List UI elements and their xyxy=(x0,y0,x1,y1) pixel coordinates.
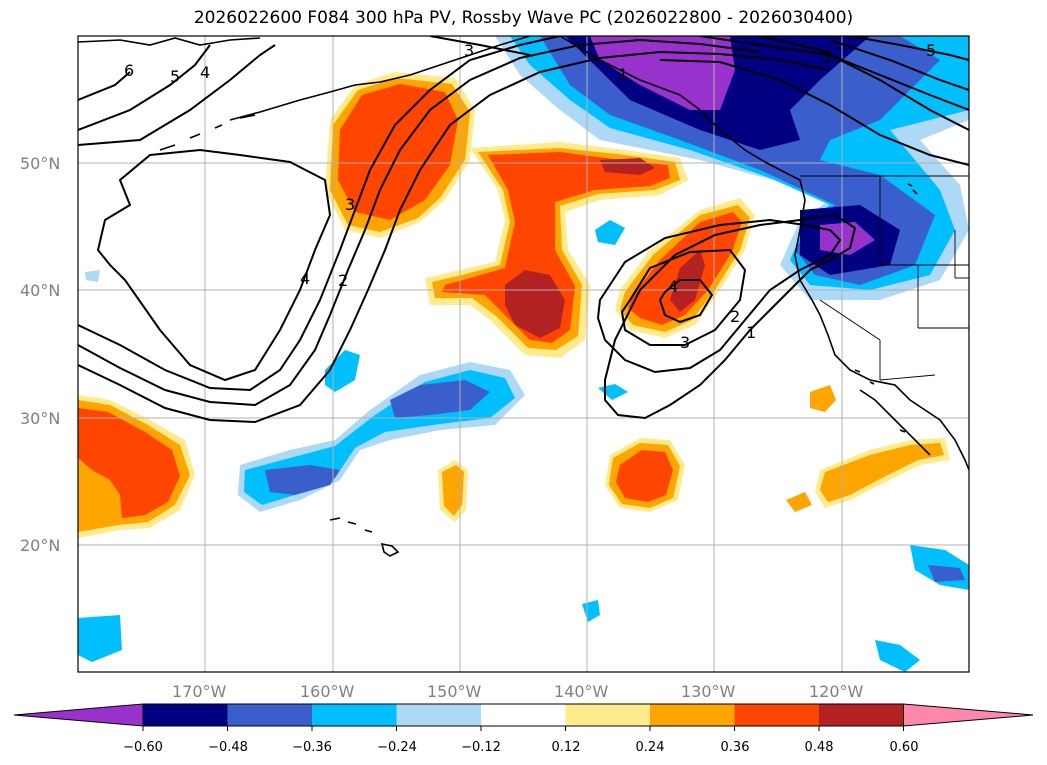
colorbar-tick-label: −0.12 xyxy=(461,740,501,755)
colorbar-tick-label: −0.24 xyxy=(377,740,417,755)
longitude-axis: 170°W 160°W 150°W 140°W 130°W 120°W xyxy=(172,682,864,701)
positive-anomaly-south-2b xyxy=(442,465,464,516)
colorbar-tick-label: −0.48 xyxy=(208,740,248,755)
pv-contours xyxy=(78,36,969,424)
colorbar-bin xyxy=(565,704,651,726)
negative-anomaly-small-4 xyxy=(582,600,600,622)
coastlines xyxy=(78,36,969,557)
contour-loop-east-2 xyxy=(596,218,842,374)
colorbar-bin xyxy=(396,704,482,726)
contour-label: 1 xyxy=(618,65,628,84)
contour-label: 4 xyxy=(300,269,310,288)
map-area: 6 5 4 3 1 5 3 3 4 2 4 3 2 1 xyxy=(78,36,969,672)
colorbar-extend-min xyxy=(13,703,144,727)
negative-anomaly-se xyxy=(875,640,920,672)
contour-1-west xyxy=(78,50,831,424)
contour-right-3 xyxy=(759,36,969,131)
alaska-coast xyxy=(78,36,531,121)
longitude-label: 160°W xyxy=(300,682,355,701)
contour-loop-east-3 xyxy=(620,248,747,346)
contour-loop-east-1 xyxy=(604,213,857,420)
colorbar-tick-label: 0.60 xyxy=(890,740,919,755)
negative-anomaly-small-1 xyxy=(325,350,360,392)
positive-anomaly-central-4 xyxy=(505,158,655,338)
colorbar-tick-label: 0.36 xyxy=(721,740,750,755)
negative-anomaly-small-5 xyxy=(85,270,100,282)
contour-label: 2 xyxy=(338,271,348,290)
latitude-label: 30°N xyxy=(20,409,60,428)
colorbar-bin xyxy=(227,704,313,726)
contour-label-group: 6 5 4 3 1 5 3 3 4 2 4 3 2 1 xyxy=(124,41,936,352)
contour-label: 6 xyxy=(124,61,134,80)
positive-anomaly-central-3 xyxy=(442,152,670,343)
negative-anomaly-sw-2 xyxy=(928,565,965,582)
positive-anomaly-west-coast-3 xyxy=(78,408,180,518)
positive-anomaly-south-3b xyxy=(820,443,944,502)
colorbar-bin xyxy=(481,704,566,726)
colorbar-bin xyxy=(143,704,228,726)
latitude-label: 40°N xyxy=(20,281,60,300)
contour-loop-4 xyxy=(96,148,332,382)
hawaii-islands xyxy=(329,517,400,557)
borders xyxy=(800,175,969,381)
positive-anomaly-small-7 xyxy=(786,492,812,512)
longitude-label: 120°W xyxy=(809,682,864,701)
graticule xyxy=(78,36,969,672)
latitude-axis: 50°N 40°N 30°N 20°N xyxy=(20,154,60,555)
colorbar-tick-label: −0.36 xyxy=(292,740,332,755)
negative-anomaly-central-3 xyxy=(265,380,490,495)
chart-title: 2026022600 F084 300 hPa PV, Rossby Wave … xyxy=(193,8,854,28)
longitude-label: 150°W xyxy=(427,682,482,701)
colorbar-bin xyxy=(650,704,735,726)
positive-anomaly-small-6 xyxy=(810,385,836,412)
negative-anomaly-west xyxy=(78,615,122,662)
contour-label: 2 xyxy=(730,307,740,326)
colorbar-tick-labels: −0.60 −0.48 −0.36 −0.24 −0.12 0.12 0.24 … xyxy=(123,740,918,755)
colorbar-tick-label: −0.60 xyxy=(123,740,163,755)
colorbar-tick-label: 0.12 xyxy=(552,740,581,755)
longitude-label: 140°W xyxy=(554,682,609,701)
contour-label: 4 xyxy=(200,63,210,82)
contour-label: 3 xyxy=(464,41,474,60)
colorbar-bin xyxy=(312,704,397,726)
contour-6 xyxy=(78,71,131,101)
colorbar-tick-label: 0.48 xyxy=(805,740,834,755)
negative-anomaly-small-3 xyxy=(598,384,628,400)
contour-top-arcs xyxy=(429,36,969,111)
colorbar-extend-max xyxy=(903,703,1034,727)
colorbar-bin xyxy=(819,704,904,726)
contour-loop-east-4 xyxy=(658,279,714,324)
pv-anomaly-fill xyxy=(78,36,969,672)
longitude-label: 130°W xyxy=(681,682,736,701)
contour-2-west xyxy=(78,38,761,407)
contour-label: 3 xyxy=(680,333,690,352)
contour-inner-1 xyxy=(659,59,969,166)
positive-anomaly-south-1c xyxy=(616,450,673,502)
colorbar-tick-label: 0.24 xyxy=(636,740,665,755)
latitude-label: 20°N xyxy=(20,536,60,555)
negative-anomaly-ne-4 xyxy=(565,36,900,275)
baja-california xyxy=(859,389,931,456)
contour-3-west xyxy=(78,36,561,392)
longitude-label: 170°W xyxy=(172,682,227,701)
contour-label: 3 xyxy=(345,195,355,214)
islands-small xyxy=(854,183,918,433)
aleutian-islands xyxy=(159,114,256,151)
negative-anomaly-ne-5 xyxy=(590,36,875,255)
contour-label: 1 xyxy=(746,323,756,342)
colorbar-frame xyxy=(142,703,904,727)
colorbar xyxy=(13,703,1034,731)
contour-4-west xyxy=(78,44,276,146)
latitude-label: 50°N xyxy=(20,154,60,173)
contour-right-5 xyxy=(829,36,969,91)
contour-label: 5 xyxy=(926,41,936,60)
map-frame xyxy=(77,35,970,673)
negative-anomaly-small-2 xyxy=(595,220,625,245)
colorbar-bin xyxy=(734,704,820,726)
contour-label: 5 xyxy=(170,67,180,86)
contour-label: 3 xyxy=(822,47,832,66)
contour-5-west xyxy=(78,44,211,131)
contour-label: 4 xyxy=(668,277,678,296)
